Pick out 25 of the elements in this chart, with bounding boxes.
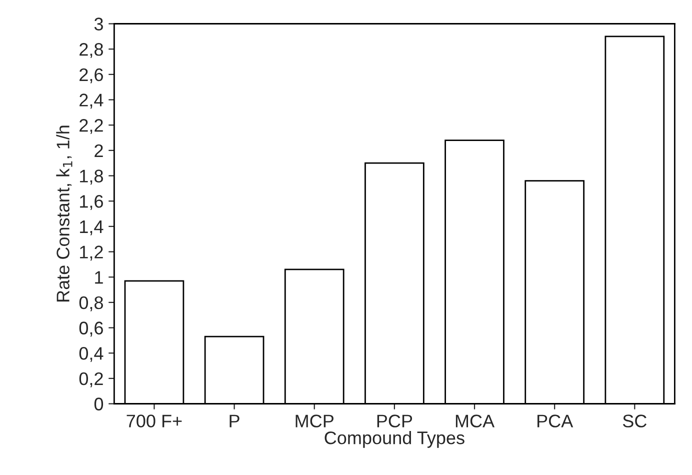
y-tick-label: 1,8 — [80, 170, 103, 185]
y-tick-label: 2,4 — [80, 94, 104, 109]
y-tick-label: 3 — [94, 18, 103, 30]
x-tick-label: 700 F+ — [126, 414, 182, 428]
y-tick-label: 1,6 — [80, 195, 103, 210]
y-tick-label: 0,6 — [79, 322, 103, 337]
x-tick-label: P — [230, 414, 240, 428]
x-tick-label: PCP — [377, 414, 412, 428]
x-tick-label: SC — [622, 414, 647, 428]
y-tick-label: 0,4 — [79, 347, 104, 362]
y-tick-label: 1 — [95, 271, 103, 284]
y-tick-label: 2,8 — [80, 43, 103, 58]
y-tick-label: 1,4 — [80, 220, 104, 236]
y-tick-label: 0 — [94, 398, 104, 410]
y-axis-title: Rate Constant, k$_{1}$, 1/h — [56, 126, 72, 302]
x-axis-title: Compound Types — [324, 431, 464, 448]
y-tick-label: 0,8 — [79, 296, 103, 312]
x-tick-label: MCA — [456, 414, 495, 428]
x-tick-label: PCA — [538, 414, 574, 428]
y-tick-label: 2 — [94, 144, 103, 157]
x-tick-label: MCP — [296, 414, 334, 428]
y-tick-label: 2,2 — [80, 119, 103, 134]
y-tick-label: 2,6 — [80, 68, 103, 84]
y-tick-label: 1,2 — [80, 246, 103, 261]
y-tick-label: 0,2 — [79, 372, 103, 388]
